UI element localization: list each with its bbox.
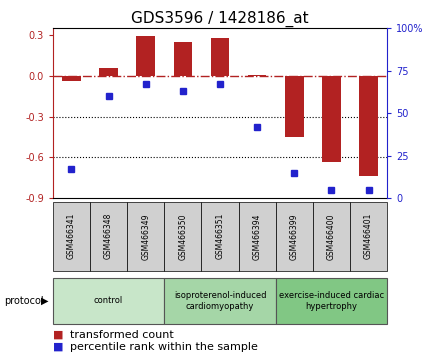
Bar: [136, 36, 155, 76]
Bar: [99, 68, 118, 76]
Bar: [173, 42, 192, 76]
Text: GSM466341: GSM466341: [67, 213, 76, 259]
Text: ■: ■: [53, 330, 63, 339]
Text: GSM466350: GSM466350: [178, 213, 187, 259]
Text: protocol: protocol: [4, 296, 44, 306]
Bar: [285, 76, 304, 137]
Bar: [211, 38, 229, 76]
Text: ■: ■: [53, 342, 63, 352]
Text: GSM466399: GSM466399: [290, 213, 299, 259]
Text: isoproterenol-induced
cardiomyopathy: isoproterenol-induced cardiomyopathy: [174, 291, 266, 310]
Bar: [359, 76, 378, 177]
Text: GSM466394: GSM466394: [253, 213, 262, 259]
Text: exercise-induced cardiac
hypertrophy: exercise-induced cardiac hypertrophy: [279, 291, 384, 310]
Text: GSM466401: GSM466401: [364, 213, 373, 259]
Bar: [248, 75, 267, 76]
Text: GSM466349: GSM466349: [141, 213, 150, 259]
Title: GDS3596 / 1428186_at: GDS3596 / 1428186_at: [131, 11, 309, 27]
Text: transformed count: transformed count: [70, 330, 174, 339]
Text: control: control: [94, 296, 123, 306]
Text: GSM466351: GSM466351: [216, 213, 224, 259]
Bar: [62, 76, 81, 81]
Bar: [322, 76, 341, 161]
Text: GSM466348: GSM466348: [104, 213, 113, 259]
Text: GSM466400: GSM466400: [327, 213, 336, 259]
Text: percentile rank within the sample: percentile rank within the sample: [70, 342, 258, 352]
Text: ▶: ▶: [41, 296, 48, 306]
